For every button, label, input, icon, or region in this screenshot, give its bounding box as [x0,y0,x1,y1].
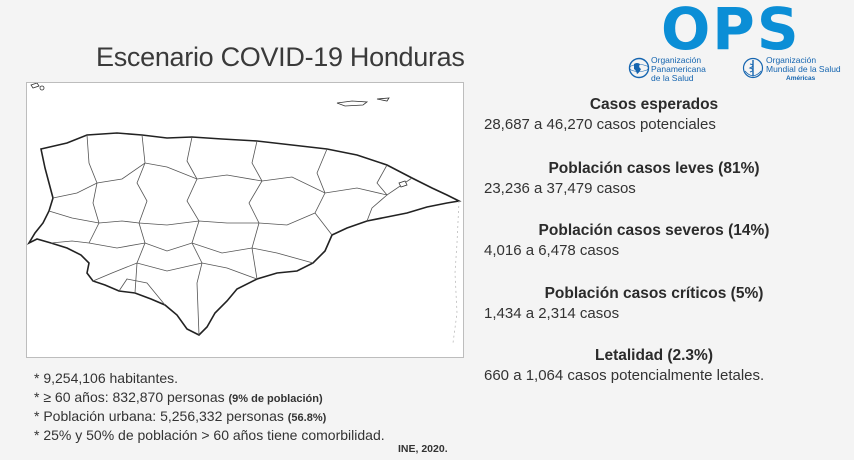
slide-title: Escenario COVID-19 Honduras [96,42,465,72]
stat-heading: Casos esperados [589,96,719,113]
paho-globe-icon [628,57,650,79]
source-citation: INE, 2020. [398,443,448,455]
stat-value: 1,434 a 2,314 casos [484,305,620,322]
stat-casos-leves: Población casos leves (81%) 23,236 a 37,… [478,160,828,197]
honduras-map [26,82,464,358]
stat-value: 4,016 a 6,478 casos [484,242,620,259]
stat-heading: Población casos leves (81%) [548,160,760,177]
stat-value: 660 a 1,064 casos potencialmente letales… [484,367,765,384]
who-emblem-icon [742,57,764,79]
stat-value: 23,236 a 37,479 casos [484,180,636,197]
honduras-map-graphic [26,82,463,357]
stat-casos-criticos: Población casos críticos (5%) 1,434 a 2,… [478,285,828,322]
stat-value: 28,687 a 46,270 casos potenciales [484,116,716,133]
stat-heading: Población casos severos (14%) [538,222,770,239]
stat-casos-severos: Población casos severos (14%) 4,016 a 6,… [478,222,828,259]
stat-casos-esperados: Casos esperados 28,687 a 46,270 casos po… [478,96,828,133]
fact-item: * ≥ 60 años: 832,870 personas (9% de pob… [34,389,323,405]
fact-item: * 9,254,106 habitantes. [34,370,179,386]
fact-item: * Población urbana: 5,256,332 personas (… [34,408,327,424]
population-facts: * 9,254,106 habitantes. * ≥ 60 años: 832… [34,370,385,446]
fact-item: * 25% y 50% de población > 60 años tiene… [34,427,385,443]
stat-letalidad: Letalidad (2.3%) 660 a 1,064 casos poten… [478,347,828,384]
stat-heading: Letalidad (2.3%) [595,347,713,364]
stat-heading: Población casos críticos (5%) [544,285,764,302]
ops-logo: OPS [661,0,801,63]
who-name: Organización Mundial de la Salud América… [766,55,841,83]
paho-name: Organización Panamericana de la Salud [651,55,706,83]
